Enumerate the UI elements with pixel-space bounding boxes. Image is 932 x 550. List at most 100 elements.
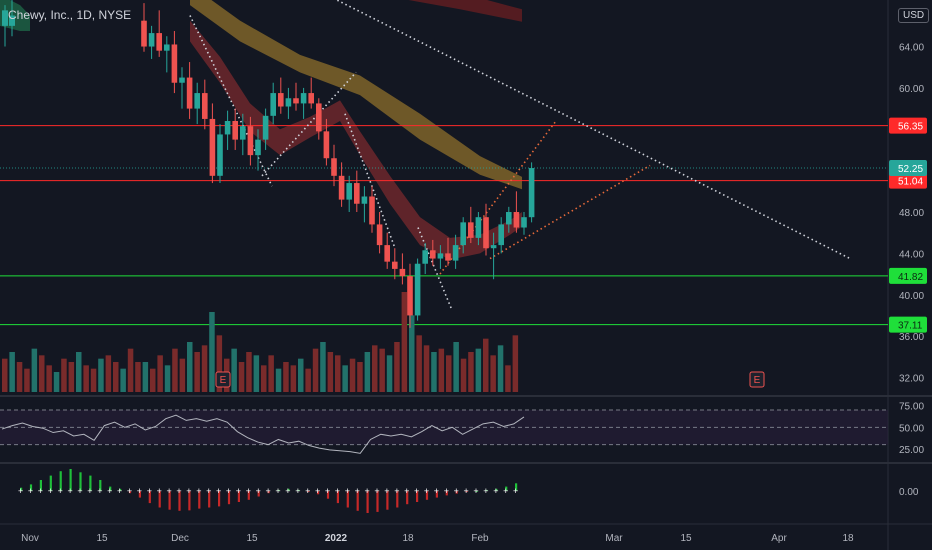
candle-body: [430, 250, 436, 259]
level-price-label: 56.35: [898, 122, 923, 133]
date-tick-label: Feb: [471, 533, 489, 544]
histogram-cross: +: [384, 486, 389, 496]
volume-bar: [31, 348, 38, 392]
histogram-cross: +: [236, 486, 241, 496]
histogram-bar: [336, 491, 339, 504]
histogram-cross: +: [404, 486, 409, 496]
histogram-bar: [178, 491, 181, 511]
histogram-cross: +: [365, 486, 370, 496]
candle-body: [460, 222, 466, 246]
histogram-bar: [218, 491, 221, 507]
candle-body: [9, 15, 15, 26]
histogram-bar: [356, 491, 359, 511]
earnings-marker: [749, 371, 765, 388]
symbol-title: Chewy, Inc., 1D, NYSE: [8, 8, 132, 22]
histogram-bar: [208, 491, 211, 508]
rsi-tick-label: 25.00: [899, 445, 924, 456]
volume-bar: [431, 352, 437, 392]
histogram-bar: [465, 491, 468, 493]
channel-upper: [439, 120, 557, 275]
volume-bar: [83, 365, 89, 392]
rsi-pane: 75.00 50.00 25.00: [0, 402, 924, 456]
candle-body: [300, 93, 307, 104]
histogram-cross: +: [117, 486, 122, 496]
date-tick-label: Apr: [771, 533, 787, 544]
histogram-cross: +: [493, 486, 498, 496]
histogram-cross: +: [137, 486, 142, 496]
candle-body: [308, 93, 314, 104]
candle-body: [483, 217, 489, 249]
histogram-bar: [89, 475, 92, 491]
histogram-bar: [307, 491, 310, 493]
candle-body: [331, 158, 337, 176]
candle-body: [445, 253, 451, 261]
volume-bar: [68, 362, 75, 392]
candle-body: [262, 115, 269, 140]
volume-bar: [142, 362, 149, 392]
candles: [2, 0, 535, 328]
candle-body: [422, 250, 428, 264]
volume-bar: [253, 355, 260, 392]
volume-bar: [460, 358, 467, 392]
histogram-bar: [257, 491, 260, 497]
histogram-bar: [128, 491, 132, 494]
histogram-bar: [198, 491, 201, 509]
candle-body: [224, 121, 231, 135]
histogram-cross: +: [176, 486, 181, 496]
level-price-badge: [889, 172, 927, 189]
date-tick-label: 15: [680, 533, 692, 544]
volume-bar: [283, 362, 289, 392]
volume-bar: [298, 358, 304, 392]
ema-band-fast: [190, 20, 522, 260]
candle-body: [323, 131, 330, 159]
volume-bar: [416, 335, 422, 392]
trend-dotted: [417, 227, 453, 311]
candle-body: [346, 183, 352, 200]
candle-body: [179, 77, 185, 83]
histogram-cross: +: [226, 486, 231, 496]
volume-bar: [268, 355, 274, 392]
volume-bar: [349, 358, 356, 392]
volume-bar: [261, 365, 267, 392]
histogram-cross: +: [444, 486, 449, 496]
channel-lower: [489, 164, 651, 260]
volume-bar: [194, 352, 200, 392]
histogram-pane: + + + + + + + + + + + + + + + + + + + + + + + + + + + + + + + + + + + + + + + +…: [18, 469, 919, 513]
volume-bar: [16, 362, 23, 392]
volume-bar: [335, 355, 341, 392]
histogram-bar: [20, 487, 23, 491]
volume-bar: [2, 358, 8, 392]
histogram-cross: +: [325, 486, 330, 496]
histogram-bar: [39, 480, 42, 491]
last-price-label: 52.25: [898, 164, 923, 175]
candle-body: [361, 196, 368, 204]
volume-bar: [275, 368, 282, 392]
volume-bar: [120, 368, 126, 392]
histogram-cross: +: [107, 486, 112, 496]
volume-bar: [357, 362, 363, 392]
histogram-bar: [425, 491, 429, 500]
candle-body: [414, 263, 421, 316]
level-price-label: 37.11: [898, 321, 923, 332]
volume-bar: [150, 368, 156, 392]
candle-body: [376, 224, 383, 246]
histogram-bar: [515, 483, 518, 491]
histogram-bar: [79, 472, 82, 491]
candle-body: [338, 175, 345, 200]
currency-button[interactable]: USD: [898, 8, 930, 23]
candle-body: [240, 126, 246, 140]
price-axis: 64.0060.0056.0052.0048.0044.0040.0036.00…: [889, 43, 927, 384]
candle-body: [186, 77, 193, 109]
histogram-cross: +: [68, 486, 73, 496]
candle-body: [232, 121, 238, 140]
histogram-bar: [237, 491, 240, 502]
volume-bar: [312, 348, 319, 392]
volume-bar: [342, 365, 348, 392]
date-tick-label: Dec: [171, 533, 189, 544]
downtrend-line: [335, 0, 851, 260]
earnings-marker-label: E: [220, 375, 227, 386]
